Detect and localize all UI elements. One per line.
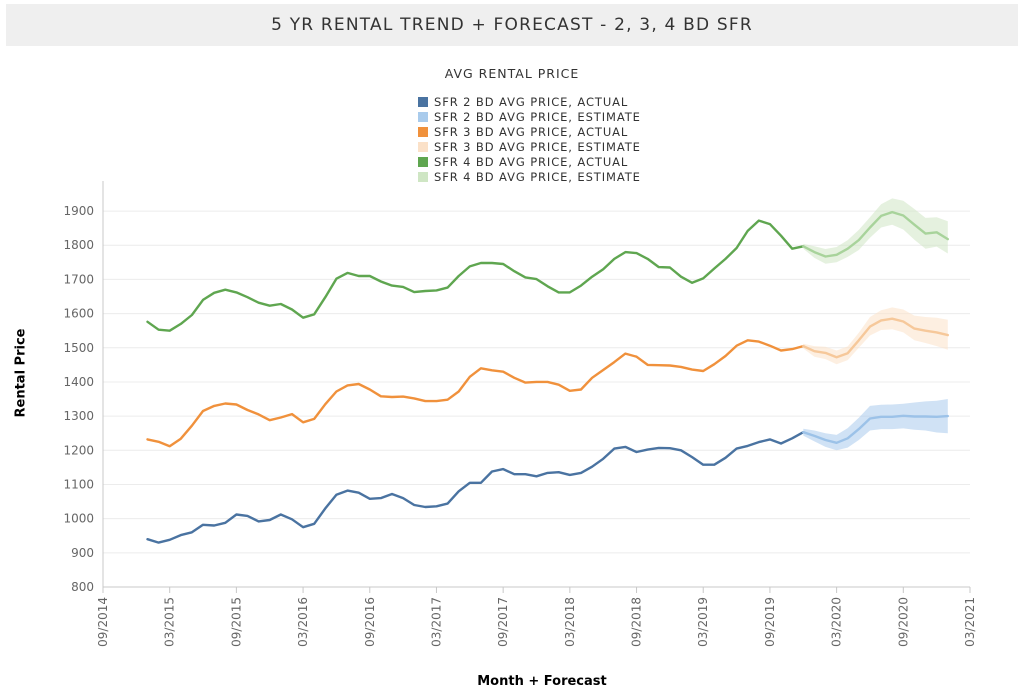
series-line-sfr-3-bd-avg-price-estimate — [802, 317, 949, 359]
x-tick-label: 03/2016 — [296, 597, 310, 647]
x-tick-label: 09/2014 — [96, 597, 110, 647]
legend-swatch — [418, 156, 428, 167]
x-tick-label: 03/2015 — [163, 597, 177, 647]
series-line-sfr-3-bd-avg-price-actual — [146, 339, 805, 448]
legend-label: SFR 3 BD AVG PRICE, ESTIMATE — [434, 139, 641, 154]
legend-label: SFR 2 BD AVG PRICE, ESTIMATE — [434, 109, 641, 124]
series-line-sfr-2-bd-avg-price-estimate — [802, 414, 949, 444]
x-tick-label: 03/2017 — [429, 597, 443, 647]
header-bar: 5 YR RENTAL TREND + FORECAST - 2, 3, 4 B… — [6, 4, 1018, 46]
x-tick-label: 03/2018 — [563, 597, 577, 647]
x-tick-label: 09/2020 — [896, 597, 910, 647]
y-tick-label: 1900 — [63, 204, 94, 218]
y-tick-label: 900 — [71, 546, 94, 560]
series-line-sfr-4-bd-avg-price-actual — [146, 219, 805, 332]
legend-item[interactable]: SFR 3 BD AVG PRICE, ESTIMATE — [418, 139, 641, 154]
band-sfr-3-bd-avg-price-estimate — [803, 307, 948, 365]
x-tick-label: 09/2017 — [496, 597, 510, 647]
legend-item[interactable]: SFR 2 BD AVG PRICE, ACTUAL — [418, 94, 641, 109]
legend-swatch — [418, 171, 428, 182]
band-sfr-2-bd-avg-price-estimate — [803, 399, 948, 451]
x-tick-label: 09/2015 — [229, 597, 243, 647]
chart-legend: SFR 2 BD AVG PRICE, ACTUAL SFR 2 BD AVG P… — [418, 94, 641, 184]
y-tick-label: 1600 — [63, 307, 94, 321]
legend-label: SFR 2 BD AVG PRICE, ACTUAL — [434, 94, 629, 109]
legend-swatch — [418, 141, 428, 152]
x-tick-label: 09/2019 — [763, 597, 777, 647]
legend-item[interactable]: SFR 3 BD AVG PRICE, ACTUAL — [418, 124, 641, 139]
legend-item[interactable]: SFR 4 BD AVG PRICE, ACTUAL — [418, 154, 641, 169]
x-tick-label: 03/2021 — [963, 597, 977, 647]
legend-swatch — [418, 96, 428, 107]
y-tick-label: 1500 — [63, 341, 94, 355]
y-tick-label: 1200 — [63, 443, 94, 457]
x-tick-label: 09/2016 — [363, 597, 377, 647]
series-line-sfr-2-bd-avg-price-actual — [146, 431, 805, 544]
chart-title: AVG RENTAL PRICE — [444, 66, 580, 81]
y-tick-label: 1100 — [63, 477, 94, 491]
legend-item[interactable]: SFR 2 BD AVG PRICE, ESTIMATE — [418, 109, 641, 124]
x-tick-label: 03/2020 — [830, 597, 844, 647]
legend-item[interactable]: SFR 4 BD AVG PRICE, ESTIMATE — [418, 169, 641, 184]
y-tick-label: 1700 — [63, 272, 94, 286]
y-tick-label: 1800 — [63, 238, 94, 252]
legend-swatch — [418, 111, 428, 122]
legend-label: SFR 4 BD AVG PRICE, ACTUAL — [434, 154, 629, 169]
series-line-sfr-4-bd-avg-price-estimate — [802, 210, 949, 258]
page-title: 5 YR RENTAL TREND + FORECAST - 2, 3, 4 B… — [271, 15, 753, 35]
legend-label: SFR 3 BD AVG PRICE, ACTUAL — [434, 124, 629, 139]
y-tick-label: 1000 — [63, 512, 94, 526]
y-tick-label: 800 — [71, 580, 94, 594]
legend-swatch — [418, 126, 428, 137]
x-tick-label: 09/2018 — [630, 597, 644, 647]
x-tick-label: 03/2019 — [696, 597, 710, 647]
band-sfr-4-bd-avg-price-estimate — [803, 198, 948, 264]
y-tick-label: 1300 — [63, 409, 94, 423]
y-tick-label: 1400 — [63, 375, 94, 389]
x-axis-label: Month + Forecast — [477, 674, 607, 689]
legend-label: SFR 4 BD AVG PRICE, ESTIMATE — [434, 169, 641, 184]
